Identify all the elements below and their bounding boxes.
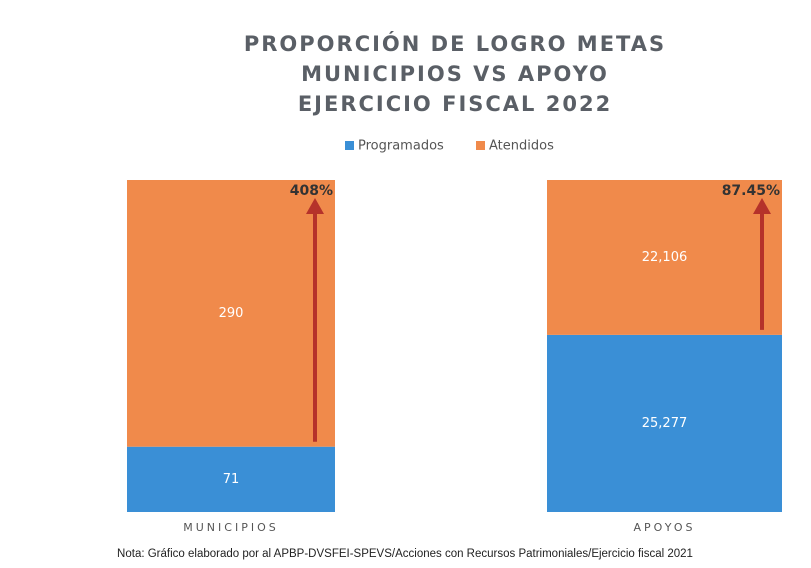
legend-label: Atendidos bbox=[489, 139, 554, 154]
bar-segment bbox=[127, 180, 335, 447]
legend-swatch bbox=[345, 141, 354, 150]
arrow-head bbox=[753, 198, 771, 214]
chart-title: MUNICIPIOS VS APOYO bbox=[301, 62, 609, 86]
value-label: 25,277 bbox=[642, 416, 688, 431]
arrow-head bbox=[306, 198, 324, 214]
bar-segment bbox=[127, 446, 335, 512]
bar-segment bbox=[547, 334, 782, 512]
legend-label: Programados bbox=[358, 139, 444, 154]
chart-title: PROPORCIÓN DE LOGRO METAS bbox=[244, 31, 666, 56]
legend-swatch bbox=[476, 141, 485, 150]
annotation: 87.45% bbox=[722, 183, 780, 199]
value-label: 22,106 bbox=[642, 250, 688, 265]
annotation: 408% bbox=[290, 183, 333, 199]
value-label: 71 bbox=[223, 472, 240, 487]
bar-segment bbox=[547, 180, 782, 335]
x-tick-label: MUNICIPIOS bbox=[183, 521, 278, 534]
chart-title: EJERCICIO FISCAL 2022 bbox=[298, 92, 612, 116]
note: Nota: Gráfico elaborado por al APBP-DVSF… bbox=[117, 548, 693, 560]
value-label: 290 bbox=[219, 306, 244, 321]
x-tick-label: APOYOS bbox=[634, 521, 696, 534]
